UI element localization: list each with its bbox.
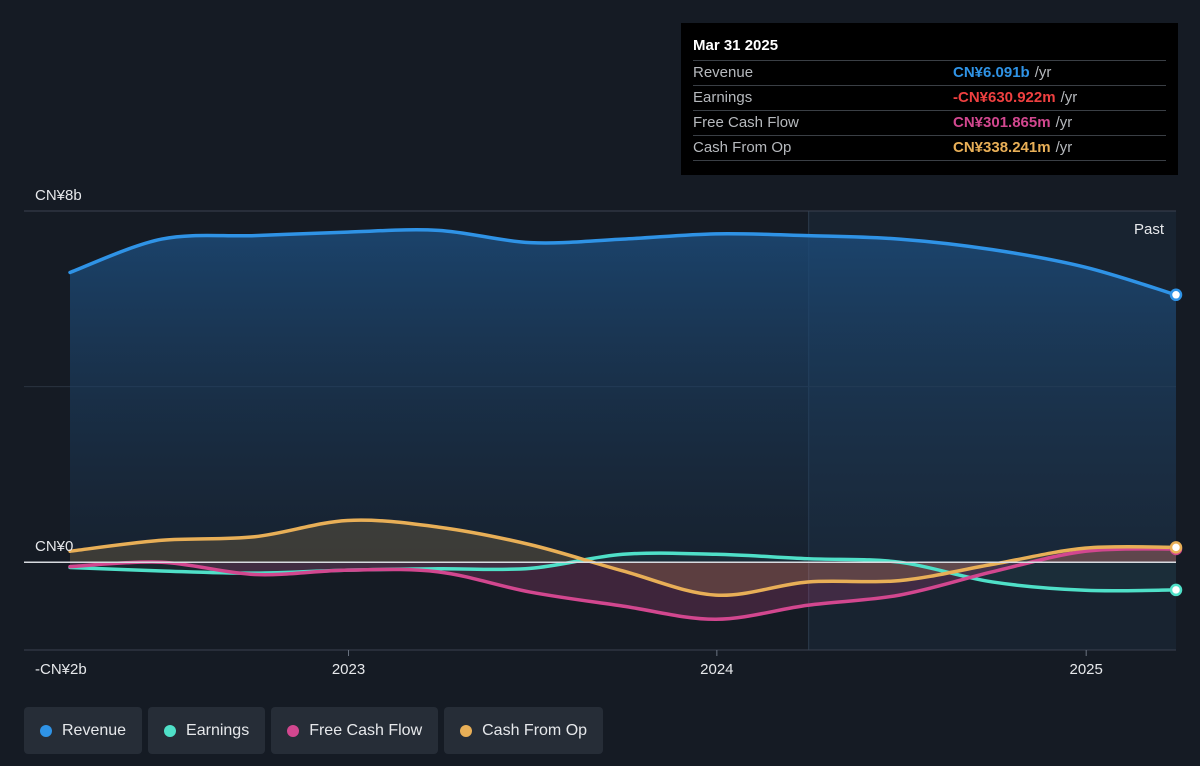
data-point-revenue (1169, 288, 1183, 302)
y-tick-label: CN¥8b (35, 187, 82, 204)
x-tick-label: 2023 (332, 661, 365, 678)
tooltip: Mar 31 2025 Revenue CN¥6.091b/yr Earnings -… (681, 23, 1178, 175)
legend-dot-icon (40, 724, 52, 737)
legend-item-earnings[interactable]: Earnings (148, 707, 266, 754)
past-label: Past (1134, 221, 1165, 238)
financial-chart: CN¥8b CN¥0 -CN¥2b 2023 2024 2025 Past (24, 187, 1183, 678)
data-point-earnings (1169, 583, 1183, 597)
tooltip-unit: /yr (1055, 114, 1073, 131)
legend-item-cash-from-op[interactable]: Cash From Op (444, 707, 604, 754)
tooltip-label: Free Cash Flow (693, 114, 799, 131)
legend-dot-icon (287, 724, 300, 737)
legend-label: Cash From Op (482, 721, 588, 739)
legend-label: Earnings (186, 721, 250, 739)
legend-dot-icon (164, 724, 177, 737)
tooltip-value: CN¥6.091b (953, 64, 1030, 81)
y-tick-label: -CN¥2b (35, 661, 87, 678)
tooltip-unit: /yr (1034, 64, 1052, 81)
tooltip-row: Revenue CN¥6.091b/yr (693, 60, 1166, 85)
tooltip-date: Mar 31 2025 (693, 37, 779, 54)
tooltip-unit: /yr (1055, 139, 1073, 156)
tooltip-label: Cash From Op (693, 139, 792, 156)
series-line-cash-from-op (68, 518, 1178, 598)
x-tick-label: 2025 (1070, 661, 1103, 678)
area-revenue (70, 229, 1176, 563)
data-point-cash-from-op (1169, 541, 1183, 554)
legend-label: Revenue (62, 721, 127, 739)
x-tick-label: 2024 (700, 661, 733, 678)
series-line-free-cash-flow (68, 547, 1178, 622)
legend-dot-icon (460, 724, 473, 737)
y-tick-label: CN¥0 (35, 538, 73, 555)
legend-item-free-cash-flow[interactable]: Free Cash Flow (271, 707, 439, 754)
tooltip-unit: /yr (1060, 89, 1078, 106)
area-free-cash-flow (70, 548, 1176, 620)
tooltip-row: Earnings -CN¥630.922m/yr (693, 85, 1166, 110)
tooltip-value: -CN¥630.922m (953, 89, 1056, 106)
tooltip-label: Earnings (693, 89, 753, 106)
tooltip-row: Free Cash Flow CN¥301.865m/yr (693, 110, 1166, 135)
tooltip-row: Cash From Op CN¥338.241m/yr (693, 135, 1166, 161)
tooltip-value: CN¥301.865m (953, 114, 1051, 131)
tooltip-label: Revenue (693, 64, 754, 81)
area-cash-from-op (70, 520, 1176, 596)
legend-label: Free Cash Flow (309, 721, 423, 739)
series-line-revenue (68, 227, 1178, 297)
legend: Revenue Earnings Free Cash Flow Cash From O… (24, 707, 604, 754)
legend-item-revenue[interactable]: Revenue (24, 707, 143, 754)
tooltip-value: CN¥338.241m (953, 139, 1051, 156)
